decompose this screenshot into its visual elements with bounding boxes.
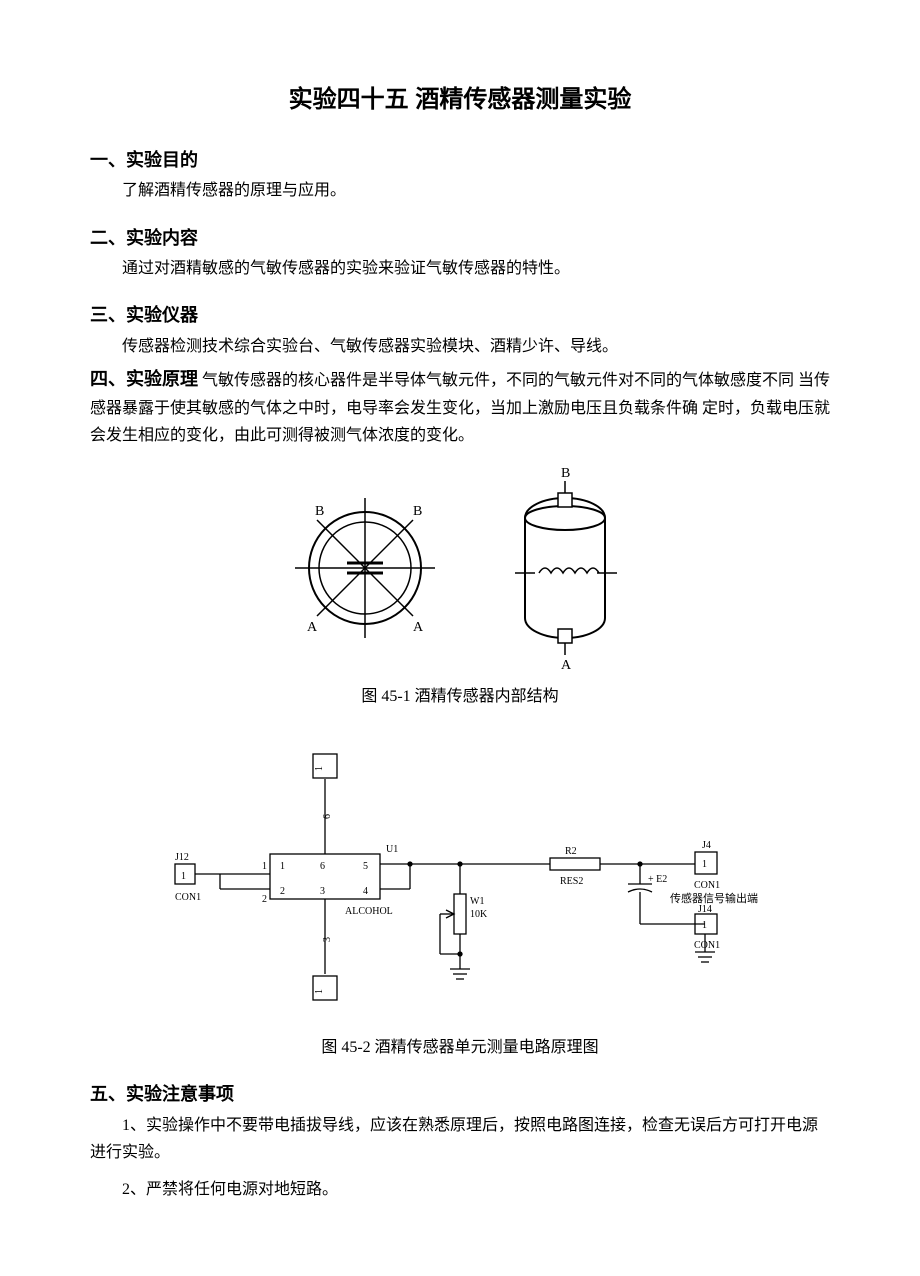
fig2-J14: J14 bbox=[698, 904, 712, 915]
svg-text:6: 6 bbox=[320, 861, 325, 872]
svg-text:1: 1 bbox=[314, 766, 325, 771]
fig1-side-A: A bbox=[561, 658, 572, 673]
svg-text:1: 1 bbox=[702, 920, 707, 931]
fig2-U1: U1 bbox=[386, 844, 398, 855]
section-3-head: 三、实验仪器 bbox=[90, 300, 830, 331]
svg-text:3: 3 bbox=[320, 886, 325, 897]
fig1-label-A: A bbox=[307, 620, 318, 635]
fig1-top-view: B B A A bbox=[295, 498, 435, 638]
page-title: 实验四十五 酒精传感器测量实验 bbox=[90, 80, 830, 121]
fig2-CON1-a: CON1 bbox=[175, 892, 201, 903]
section-4-body: 气敏传感器的核心器件是半导体气敏元件，不同的气敏元件对不同的气体敏感度不同 当传… bbox=[90, 372, 830, 444]
fig1-label-A2: A bbox=[413, 620, 424, 635]
fig2-RES2: RES2 bbox=[560, 876, 583, 887]
svg-text:6: 6 bbox=[322, 814, 333, 819]
svg-text:2: 2 bbox=[280, 886, 285, 897]
section-2-body: 通过对酒精敏感的气敏传感器的实验来验证气敏传感器的特性。 bbox=[90, 255, 830, 282]
fig2-output-label: 传感器信号输出端 bbox=[670, 891, 758, 905]
svg-text:2: 2 bbox=[262, 894, 267, 905]
figure-45-2: J12 1 CON1 1 2 U1 1 2 6 3 5 4 ALCOHOL 6 … bbox=[90, 724, 830, 1024]
svg-text:3: 3 bbox=[322, 937, 333, 942]
svg-text:1: 1 bbox=[702, 859, 707, 870]
figure-45-1: B B A A B A bbox=[90, 463, 830, 673]
fig1-side-B: B bbox=[561, 466, 570, 481]
fig2-J12-1: 1 bbox=[181, 871, 186, 882]
fig2-R2: R2 bbox=[565, 846, 577, 857]
section-4-head: 四、实验原理 bbox=[90, 369, 198, 389]
section-4: 四、实验原理 气敏传感器的核心器件是半导体气敏元件，不同的气敏元件对不同的气体敏… bbox=[90, 364, 830, 449]
fig2-ALCOHOL: ALCOHOL bbox=[345, 906, 393, 917]
fig2-CON1-b: CON1 bbox=[694, 880, 720, 891]
fig2-CON1-c: CON1 bbox=[694, 940, 720, 951]
fig2-J12: J12 bbox=[175, 852, 189, 863]
section-1-head: 一、实验目的 bbox=[90, 145, 830, 176]
section-2-head: 二、实验内容 bbox=[90, 223, 830, 254]
section-5-p1: 1、实验操作中不要带电插拔导线，应该在熟悉原理后，按照电路图连接，检查无误后方可… bbox=[90, 1112, 830, 1166]
fig1-label-B2: B bbox=[413, 504, 422, 519]
svg-text:1: 1 bbox=[280, 861, 285, 872]
figure-45-1-caption: 图 45-1 酒精传感器内部结构 bbox=[90, 683, 830, 710]
fig2-W1val: 10K bbox=[470, 909, 488, 920]
fig1-side-view: B A bbox=[515, 466, 617, 673]
svg-text:4: 4 bbox=[363, 886, 368, 897]
svg-text:1: 1 bbox=[314, 989, 325, 994]
fig1-label-B: B bbox=[315, 504, 324, 519]
fig2-E2: + E2 bbox=[648, 874, 667, 885]
section-5-p2: 2、严禁将任何电源对地短路。 bbox=[90, 1176, 830, 1203]
section-1-body: 了解酒精传感器的原理与应用。 bbox=[90, 177, 830, 204]
svg-text:5: 5 bbox=[363, 861, 368, 872]
figure-45-2-caption: 图 45-2 酒精传感器单元测量电路原理图 bbox=[90, 1034, 830, 1061]
section-3-body: 传感器检测技术综合实验台、气敏传感器实验模块、酒精少许、导线。 bbox=[90, 333, 830, 360]
fig2-J4: J4 bbox=[702, 840, 711, 851]
fig2-W1: W1 bbox=[470, 896, 484, 907]
svg-text:1: 1 bbox=[262, 861, 267, 872]
section-5-head: 五、实验注意事项 bbox=[90, 1079, 830, 1110]
